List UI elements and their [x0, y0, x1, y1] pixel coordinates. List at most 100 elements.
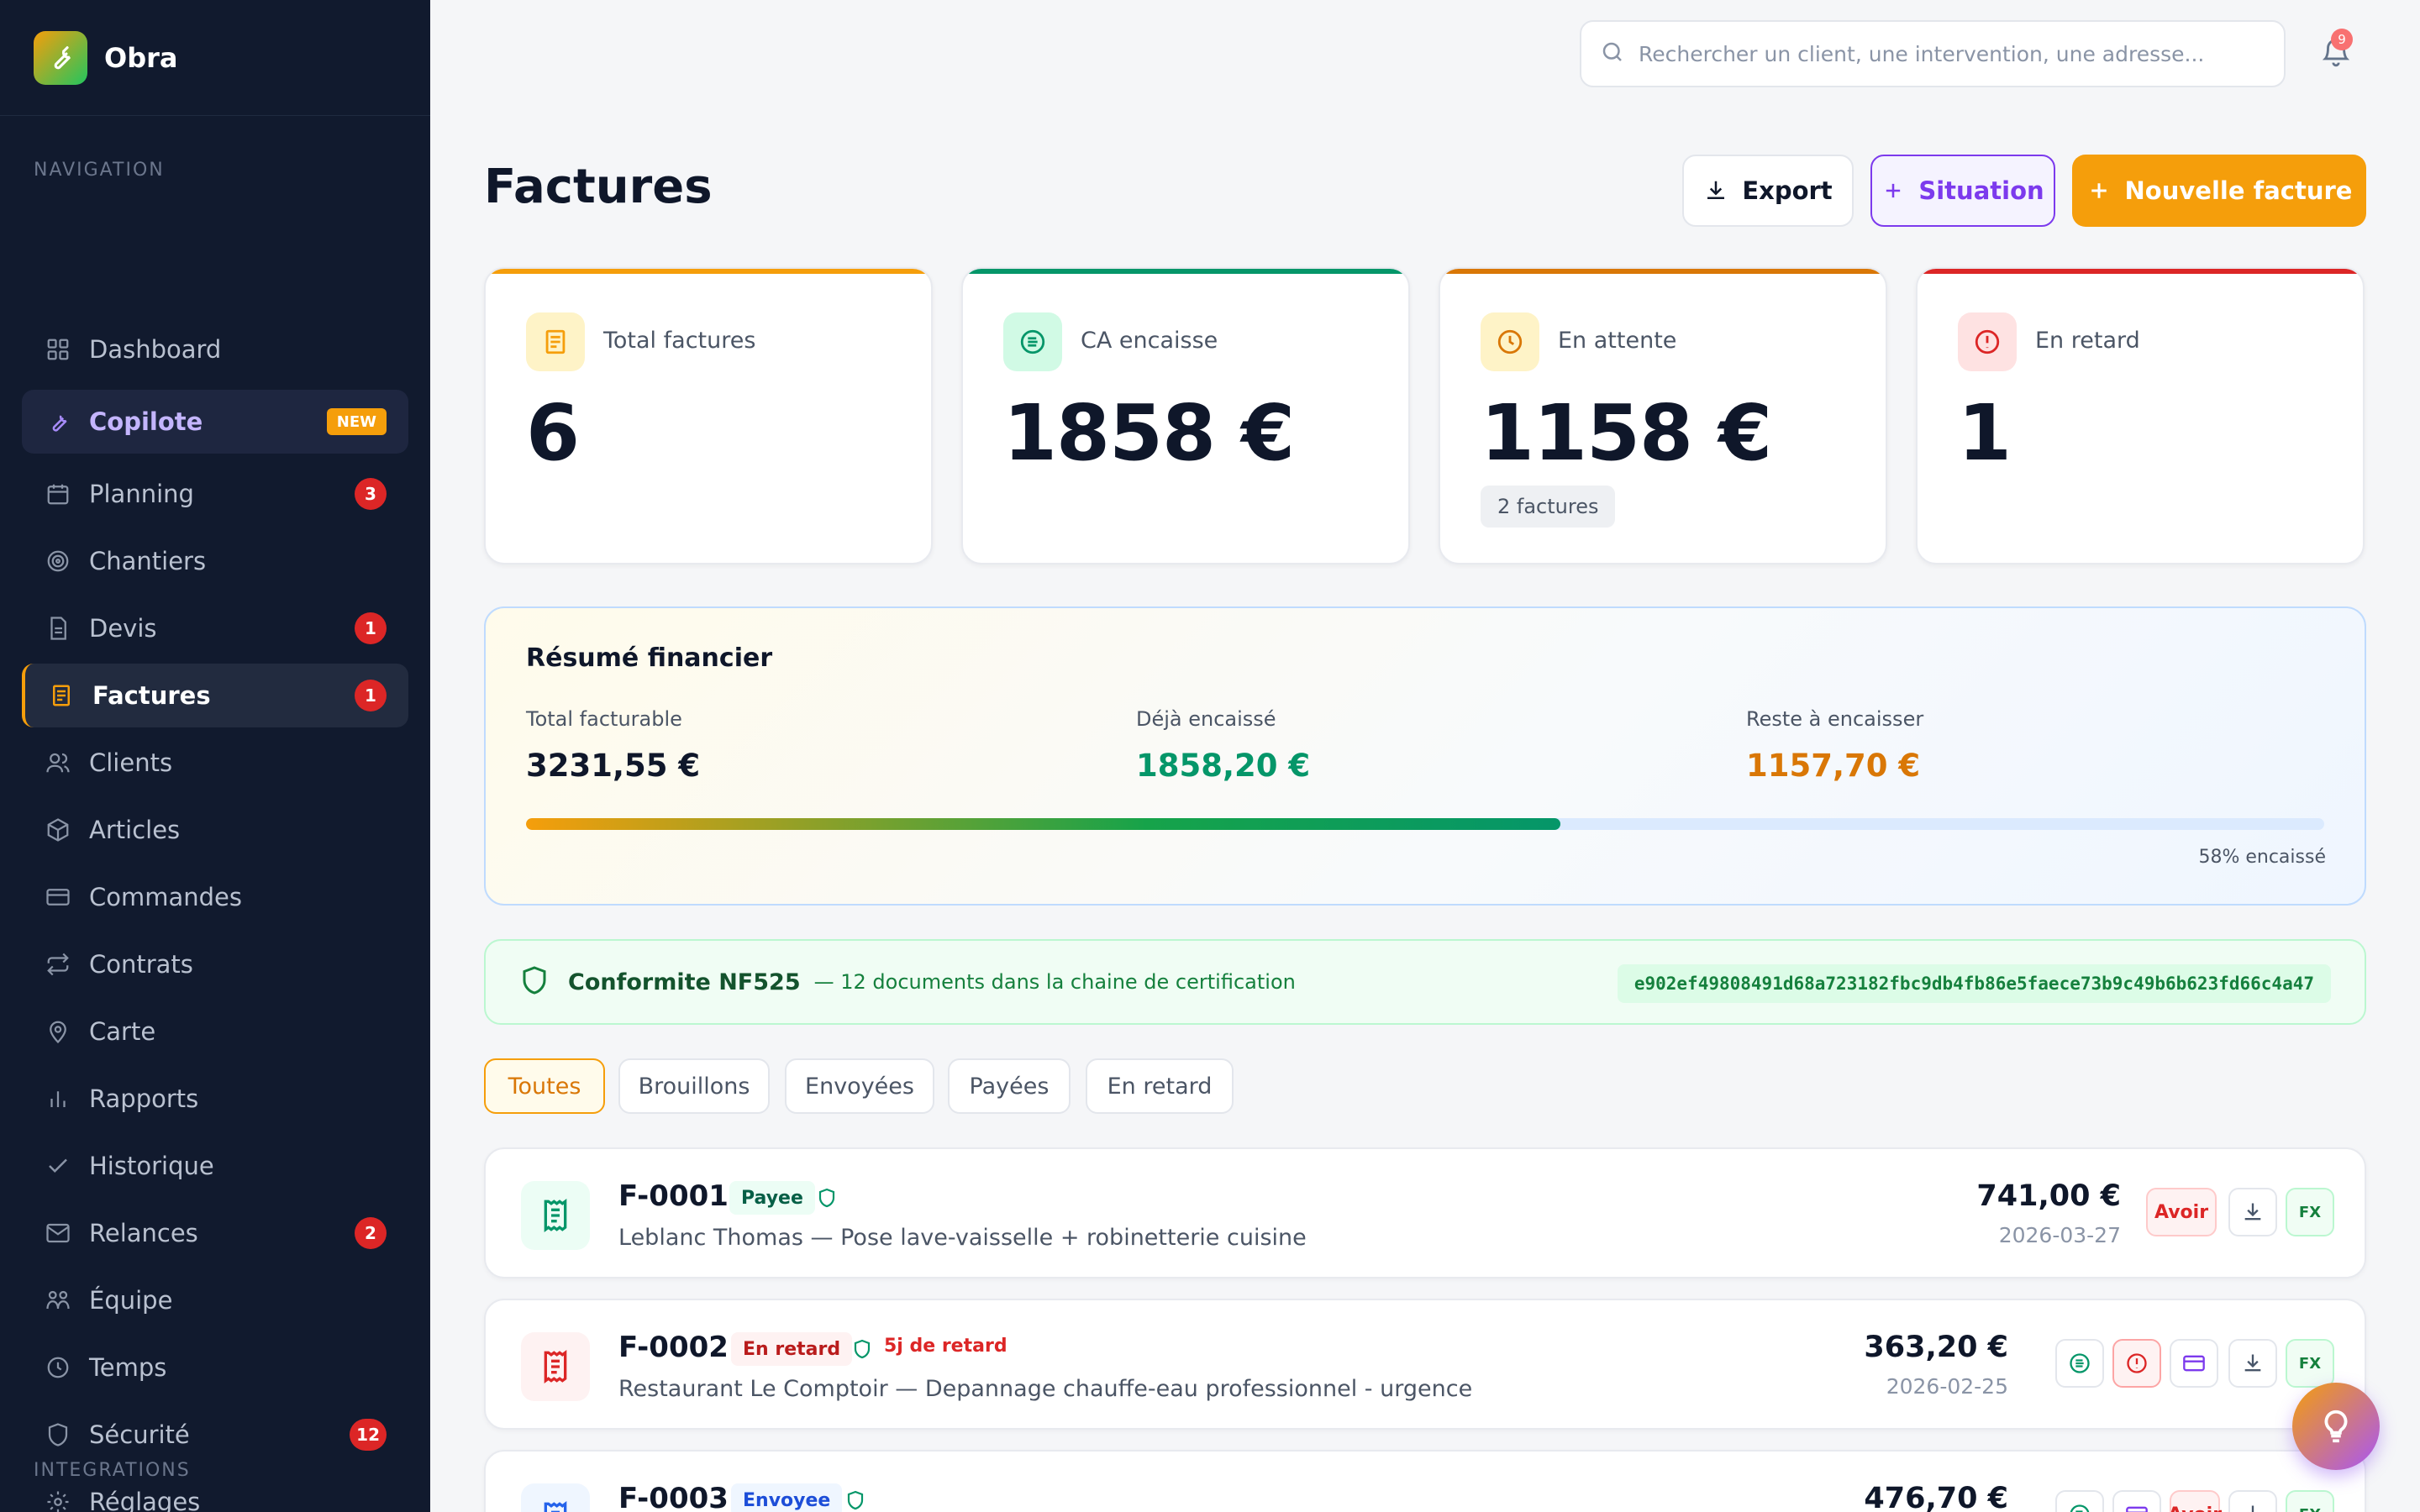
situation-button[interactable]: Situation: [1870, 155, 2055, 227]
sidebar-item-label: Factures: [92, 681, 211, 710]
download-icon: [2244, 1354, 2261, 1372]
sidebar-item-copilote[interactable]: Copilote NEW: [22, 390, 408, 454]
sidebar-item-label: Dashboard: [89, 335, 222, 364]
sidebar-item-clients[interactable]: Clients: [22, 731, 408, 795]
kpi-value: 6: [526, 388, 580, 478]
filter-tab-en-retard[interactable]: En retard: [1086, 1058, 1234, 1114]
kpi-accent-bar: [963, 269, 1408, 274]
invoice-amount: 741,00 €: [1976, 1179, 2121, 1213]
sidebar-item-commandes[interactable]: Commandes: [22, 865, 408, 929]
assistant-fab[interactable]: [2292, 1383, 2380, 1470]
invoice-description: Restaurant Le Comptoir — Depannage chauf…: [618, 1376, 1473, 1402]
integrations-section-label: INTEGRATIONS: [34, 1460, 191, 1481]
situation-label: Situation: [1918, 176, 2044, 205]
sidebar-item-label: Rapports: [89, 1084, 199, 1113]
sidebar-item-relances[interactable]: Relances 2: [22, 1201, 408, 1265]
filter-tab-payees[interactable]: Payées: [948, 1058, 1071, 1114]
certification-hash[interactable]: e902ef49808491d68a723182fbc9db4fb86e5fae…: [1617, 964, 2331, 1003]
sidebar-item-label: Historique: [89, 1152, 214, 1180]
kpi-en-retard: En retard 1: [1916, 267, 2365, 564]
card-icon: [45, 885, 71, 910]
invoice-row[interactable]: F-0003 Envoyee 476,70 € Avoir FX: [484, 1450, 2366, 1512]
kpi-label: Total factures: [603, 328, 756, 354]
kpi-value: 1: [1958, 388, 2012, 478]
send-reminder-button[interactable]: [2112, 1339, 2161, 1388]
search-input[interactable]: [1639, 41, 2260, 66]
filter-tab-brouillons[interactable]: Brouillons: [618, 1058, 770, 1114]
shield-icon: [854, 1339, 871, 1359]
card-payment-button[interactable]: [2170, 1339, 2218, 1388]
summary-total: Total facturable 3231,55 €: [526, 707, 700, 784]
invoice-icon: [49, 683, 74, 708]
sidebar-item-label: Clients: [89, 748, 173, 777]
notifications-button[interactable]: 9: [2316, 29, 2356, 74]
avoir-button[interactable]: Avoir: [2146, 1188, 2217, 1236]
invoice-amount: 363,20 €: [1864, 1331, 2008, 1364]
count-badge: 1: [355, 612, 387, 644]
invoice-doc-icon: [521, 1483, 590, 1512]
sidebar-item-label: Carte: [89, 1017, 156, 1046]
wrench-icon: [45, 409, 71, 434]
sidebar-item-planning[interactable]: Planning 3: [22, 462, 408, 526]
fx-button[interactable]: FX: [2286, 1188, 2334, 1236]
sidebar-item-contrats[interactable]: Contrats: [22, 932, 408, 996]
sidebar-item-temps[interactable]: Temps: [22, 1336, 408, 1399]
sidebar-item-label: Planning: [89, 480, 194, 508]
nf525-compliance-banner: Conformite NF525 — 12 documents dans la …: [484, 939, 2366, 1025]
fx-button[interactable]: FX: [2286, 1490, 2334, 1512]
avoir-button[interactable]: Avoir: [2168, 1490, 2222, 1512]
payment-progress-bar: [526, 818, 2324, 830]
record-payment-button[interactable]: [2055, 1490, 2104, 1512]
sidebar-item-chantiers[interactable]: Chantiers: [22, 529, 408, 593]
summary-label: Déjà encaissé: [1136, 707, 1276, 731]
export-button[interactable]: Export: [1682, 155, 1854, 227]
shield-icon: [45, 1422, 71, 1447]
money-icon: [2070, 1504, 2090, 1512]
summary-value: 3231,55 €: [526, 748, 701, 784]
sidebar-item-factures[interactable]: Factures 1: [22, 664, 408, 727]
nav-section-label: NAVIGATION: [34, 160, 165, 181]
download-button[interactable]: [2228, 1188, 2277, 1236]
box-icon: [45, 817, 71, 843]
money-icon: [2070, 1353, 2090, 1373]
sidebar-item-articles[interactable]: Articles: [22, 798, 408, 862]
export-label: Export: [1742, 176, 1833, 205]
filter-tab-envoyees[interactable]: Envoyées: [785, 1058, 934, 1114]
target-icon: [45, 549, 71, 574]
invoice-row[interactable]: F-0001 Payee Leblanc Thomas — Pose lave-…: [484, 1147, 2366, 1278]
sidebar: Obra NAVIGATION Dashboard Copilote NEW P…: [0, 0, 430, 1512]
mail-icon: [45, 1221, 71, 1246]
download-icon: [2244, 1203, 2261, 1221]
card-payment-button[interactable]: [2112, 1490, 2161, 1512]
compliance-description: — 12 documents dans la chaine de certifi…: [813, 970, 1296, 994]
sidebar-item-carte[interactable]: Carte: [22, 1000, 408, 1063]
download-button[interactable]: [2228, 1490, 2277, 1512]
sidebar-item-rapports[interactable]: Rapports: [22, 1067, 408, 1131]
brand[interactable]: Obra: [0, 0, 430, 116]
record-payment-button[interactable]: [2055, 1339, 2104, 1388]
filter-tab-toutes[interactable]: Toutes: [484, 1058, 605, 1114]
sidebar-item-equipe[interactable]: Équipe: [22, 1268, 408, 1332]
team-icon: [45, 1288, 71, 1313]
new-invoice-button[interactable]: Nouvelle facture: [2072, 155, 2366, 227]
sidebar-item-devis[interactable]: Devis 1: [22, 596, 408, 660]
sidebar-item-dashboard[interactable]: Dashboard: [22, 318, 408, 381]
kpi-label: En attente: [1558, 328, 1677, 354]
map-pin-icon: [45, 1019, 71, 1044]
sidebar-item-reglages[interactable]: Réglages: [22, 1470, 408, 1512]
search-bar[interactable]: [1580, 20, 2286, 87]
sidebar-item-historique[interactable]: Historique: [22, 1134, 408, 1198]
lightbulb-icon: [2324, 1410, 2348, 1443]
summary-title: Résumé financier: [526, 643, 773, 673]
app-name: Obra: [104, 41, 178, 74]
sidebar-item-label: Chantiers: [89, 547, 207, 575]
card-icon: [2126, 1506, 2148, 1512]
sidebar-item-label: Relances: [89, 1219, 198, 1247]
fx-button[interactable]: FX: [2286, 1339, 2334, 1388]
invoice-row[interactable]: F-0002 En retard 5j de retard Restaurant…: [484, 1299, 2366, 1430]
sidebar-item-securite[interactable]: Sécurité 12: [22, 1403, 408, 1467]
progress-label: 58% encaissé: [2198, 847, 2326, 868]
kpi-total-factures: Total factures 6: [484, 267, 933, 564]
download-button[interactable]: [2228, 1339, 2277, 1388]
notification-count-badge: 9: [2331, 29, 2353, 50]
